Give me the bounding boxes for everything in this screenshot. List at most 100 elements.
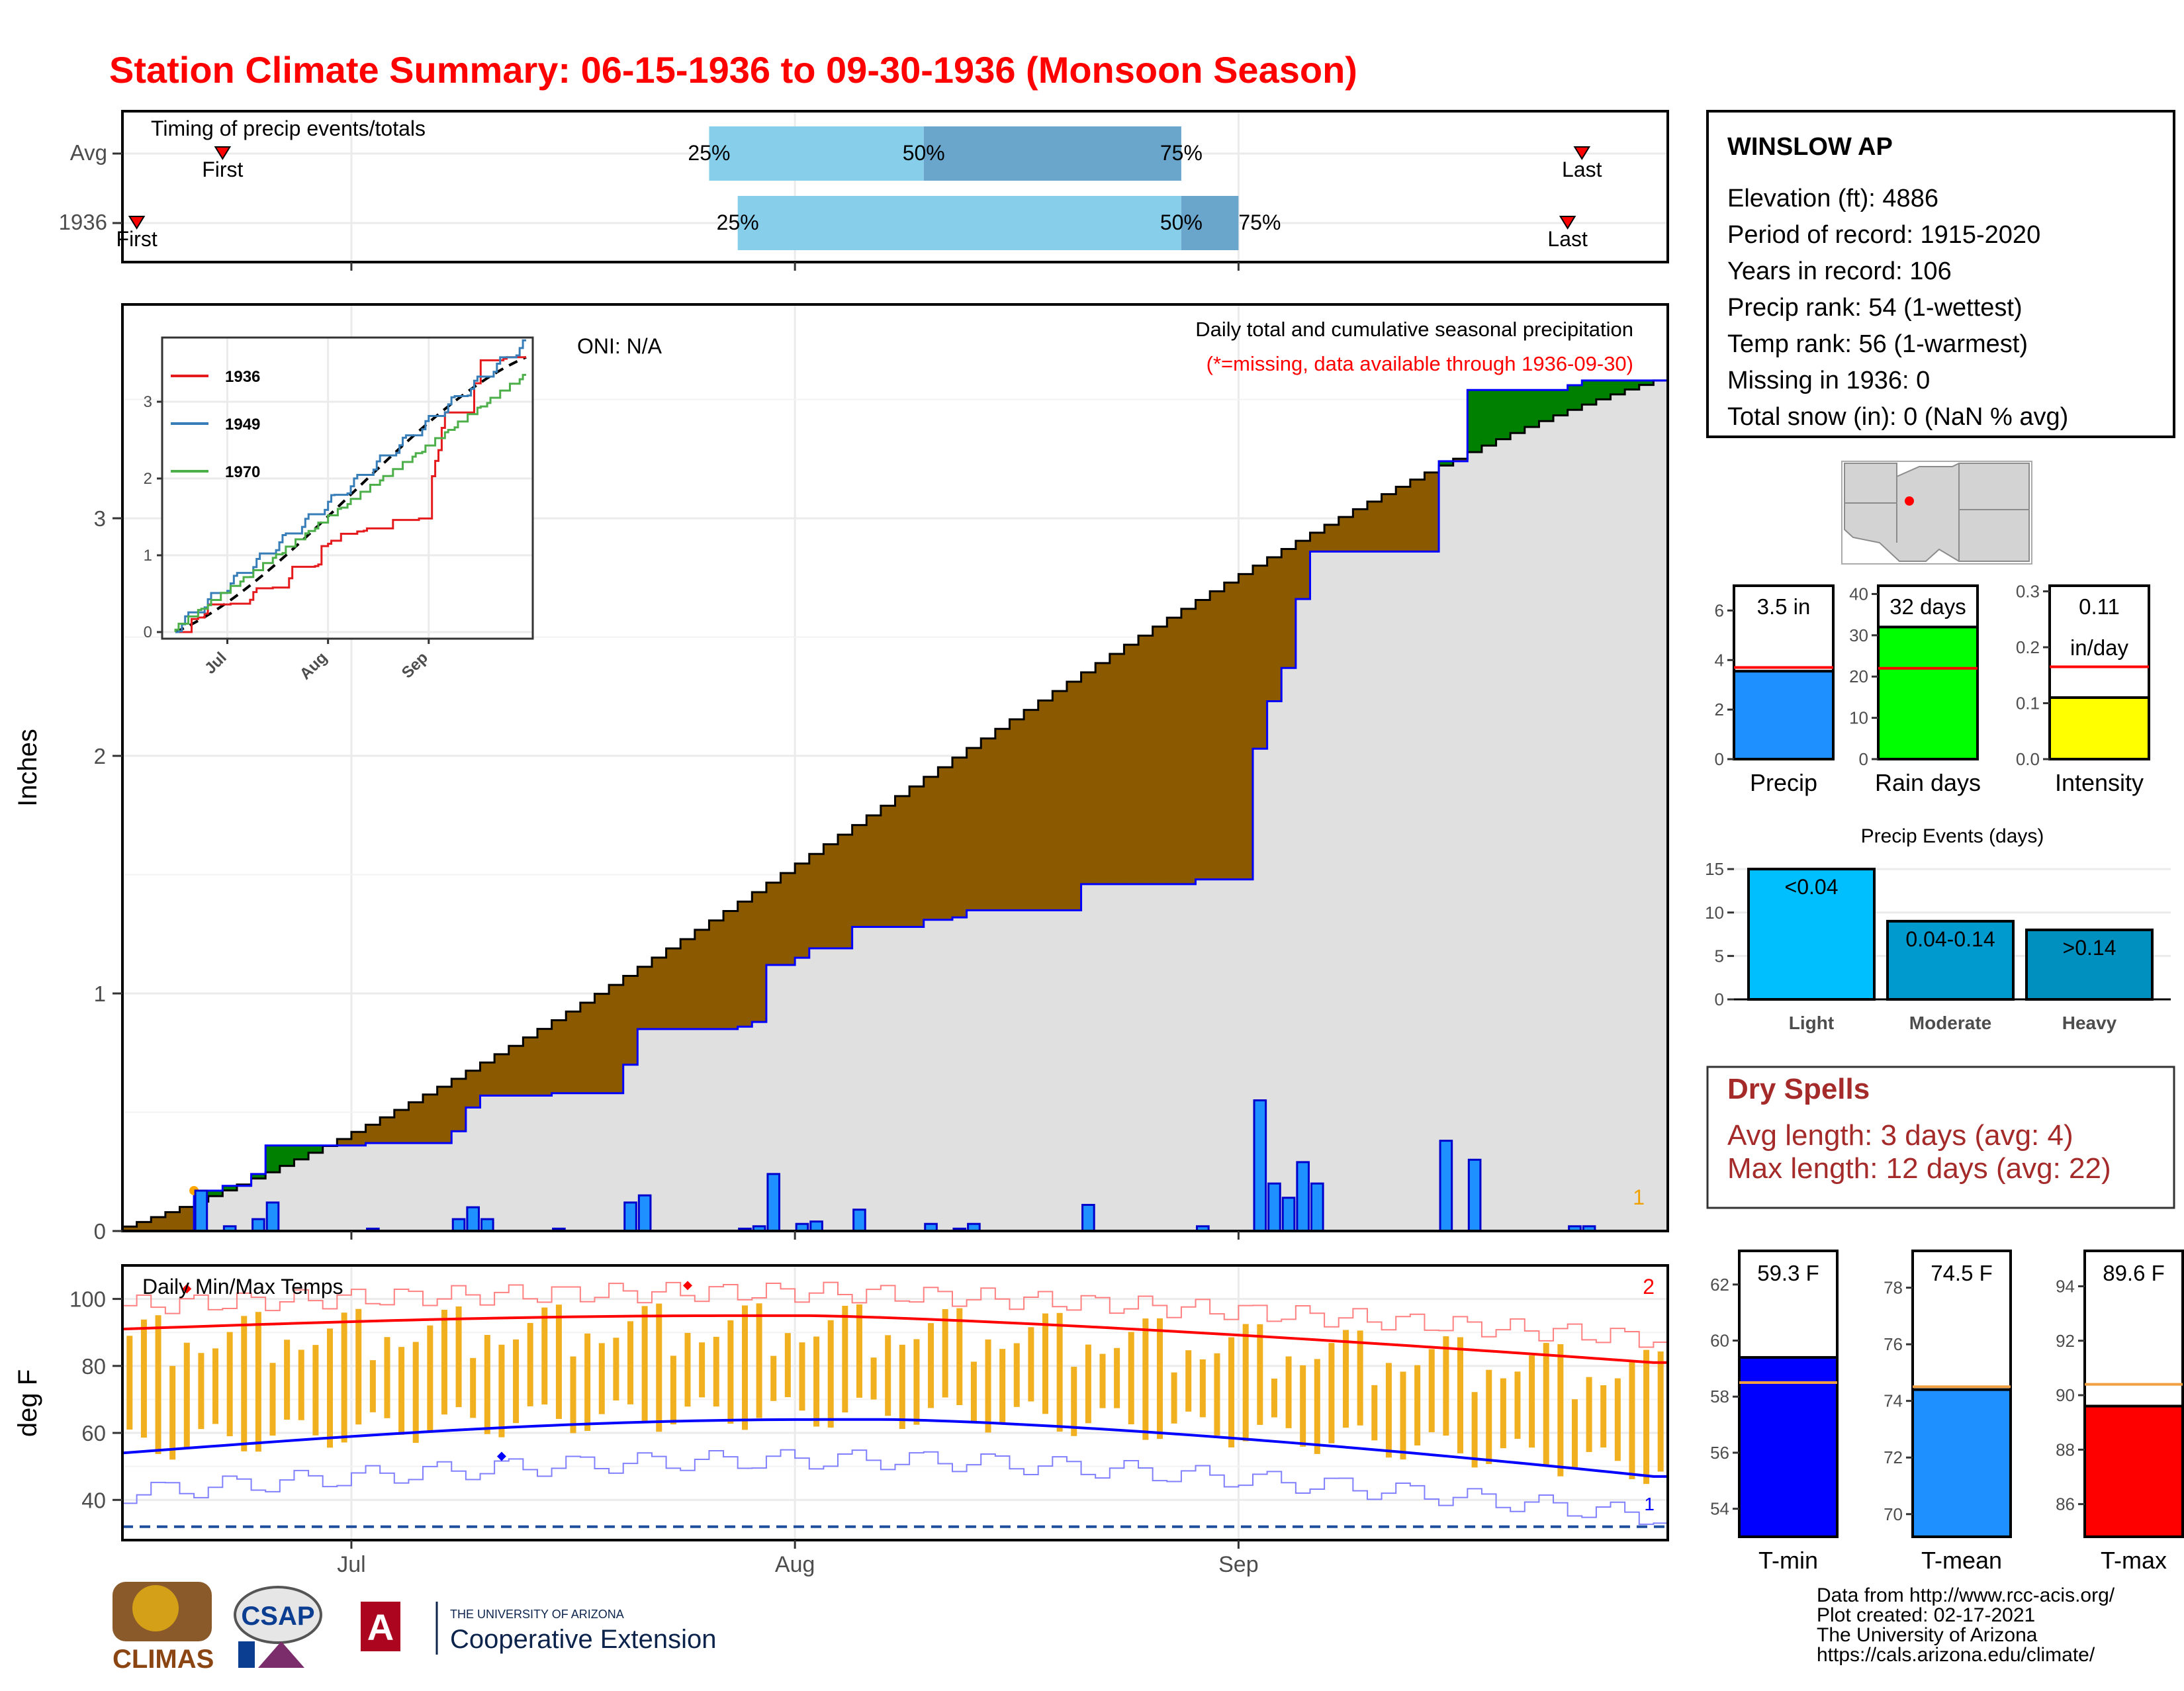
daily-temp-bar — [770, 1355, 777, 1401]
daily-temp-bar — [341, 1312, 347, 1443]
daily-temp-bar — [928, 1323, 934, 1408]
temp-bar-ytick-label: 88 — [2056, 1440, 2075, 1459]
daily-temp-bar — [985, 1339, 991, 1433]
daily-temp-bar — [1586, 1377, 1592, 1452]
daily-precip-bar — [1296, 1161, 1310, 1232]
daily-temp-bar — [1085, 1344, 1091, 1424]
below-average-fill — [1181, 608, 1197, 884]
inset-1970-line — [174, 373, 526, 632]
daily-temp-bar — [384, 1337, 390, 1418]
temp-bar-ytick-label: 92 — [2056, 1331, 2075, 1351]
daily-precip-bar — [623, 1201, 637, 1232]
record-high-marker — [683, 1281, 693, 1291]
station-info-box: WINSLOW AP Elevation (ft): 4886 Period o… — [1706, 110, 2175, 438]
precip-ytick-label: 2 — [94, 744, 106, 768]
mini-bar-ytick-label: 30 — [1849, 625, 1868, 645]
timing-p50-label: 50% — [903, 141, 945, 165]
station-line: Period of record: 1915-2020 — [1727, 221, 2040, 249]
below-average-fill — [1081, 672, 1096, 884]
cumulative-1936-line — [122, 379, 1668, 1232]
timing-last-marker — [1573, 146, 1591, 160]
events-ytick-label: 10 — [1705, 903, 1724, 923]
timing-row-label-avg: Avg — [70, 140, 107, 165]
timing-bar-50-75 — [923, 126, 1181, 181]
daily-temp-bar — [169, 1365, 176, 1460]
temp-bar-ytick-label: 76 — [1884, 1334, 1903, 1354]
daily-temp-bar — [441, 1309, 447, 1415]
below-average-fill — [365, 1124, 381, 1144]
precip-y-label: Inches — [13, 729, 42, 807]
daily-temp-bar — [1457, 1337, 1464, 1453]
csap-logo-bars — [238, 1641, 255, 1668]
mini-bar-ytick-label: 0.1 — [2016, 693, 2040, 713]
below-average-fill — [1281, 549, 1297, 668]
mini-bar-ytick-label: 0.3 — [2016, 581, 2040, 601]
dry-spells-title: Dry Spells — [1727, 1073, 1870, 1105]
mini-bar-value — [2048, 696, 2150, 760]
daily-temp-bar — [369, 1360, 376, 1412]
below-average-fill — [780, 873, 796, 965]
above-average-fill — [1567, 385, 1582, 410]
below-average-fill — [1109, 653, 1124, 884]
climas-logo-text: CLIMAS — [113, 1645, 214, 1674]
below-average-fill — [337, 1138, 352, 1146]
below-average-fill — [752, 891, 767, 1023]
temp-bar-ytick-label: 90 — [2056, 1385, 2075, 1405]
below-average-fill — [136, 1222, 152, 1231]
above-average-fill — [1510, 390, 1525, 434]
below-average-fill — [179, 1207, 195, 1231]
below-average-fill — [508, 1046, 523, 1096]
average-max-line — [122, 1314, 1668, 1364]
below-average-fill — [666, 948, 681, 1029]
mini-bar-value-unit: in/day — [2070, 635, 2129, 660]
temp-ytick-label: 40 — [81, 1488, 106, 1512]
temp-bar-chart-t-max: 89.6 F 86 88 90 92 94 T-max — [2056, 1250, 2184, 1574]
daily-temp-bar — [1385, 1363, 1392, 1458]
below-average-fill — [1038, 700, 1053, 911]
below-average-fill — [451, 1078, 467, 1132]
below-average-fill — [1353, 509, 1368, 552]
daily-temp-bar — [684, 1332, 691, 1407]
daily-temp-bar — [1600, 1385, 1607, 1448]
timing-first-marker — [128, 216, 146, 230]
mini-bar-category-label: Rain days — [1875, 769, 1981, 796]
temp-title: Daily Min/Max Temps — [142, 1275, 343, 1299]
daily-temp-bar — [1571, 1399, 1578, 1468]
temp-bar-ytick-label: 86 — [2056, 1494, 2075, 1514]
mini-bar-category-label: Precip — [1750, 769, 1817, 796]
daily-temp-bar — [398, 1347, 405, 1435]
timing-last-marker — [1559, 216, 1576, 230]
above-average-fill — [1439, 461, 1454, 466]
daily-precip-bar — [1267, 1182, 1281, 1232]
below-average-fill — [709, 920, 724, 1029]
daily-temp-bar — [1400, 1371, 1406, 1460]
events-ytick-label: 15 — [1705, 859, 1724, 879]
daily-precip-bar — [265, 1201, 280, 1232]
daily-temp-bar — [1285, 1356, 1292, 1428]
temp-bar-ytick-label: 56 — [1710, 1443, 1729, 1463]
university-of-arizona-logo: A THE UNIVERSITY OF ARIZONA Cooperative … — [361, 1602, 716, 1655]
below-average-fill — [966, 748, 981, 911]
daily-temp-bar — [513, 1339, 520, 1424]
daily-temp-bar — [1629, 1362, 1635, 1479]
timing-bar-25-50 — [737, 196, 1181, 250]
temp-bar-ytick-label: 58 — [1710, 1387, 1729, 1406]
record-high-marker — [182, 1284, 192, 1294]
temp-y-label: deg F — [13, 1369, 42, 1437]
daily-temp-bar — [1099, 1353, 1106, 1408]
record-low-line — [122, 1449, 1668, 1526]
daily-temp-bar — [613, 1338, 619, 1401]
mini-bar-ytick-label: 10 — [1849, 708, 1868, 728]
below-average-fill — [909, 786, 925, 927]
above-average-fill — [308, 1145, 324, 1153]
daily-temp-bar — [298, 1349, 304, 1420]
daily-temp-bar — [1171, 1372, 1177, 1424]
below-average-fill — [737, 901, 752, 1027]
daily-temp-bar — [627, 1321, 634, 1404]
daily-temp-bar — [1557, 1344, 1564, 1477]
temp-bar-ytick-label: 62 — [1710, 1275, 1729, 1295]
daily-temp-bar — [727, 1320, 734, 1424]
events-bar-label: 0.04-0.14 — [1905, 927, 1995, 951]
x-axis-month-label: Jul — [337, 1552, 365, 1577]
